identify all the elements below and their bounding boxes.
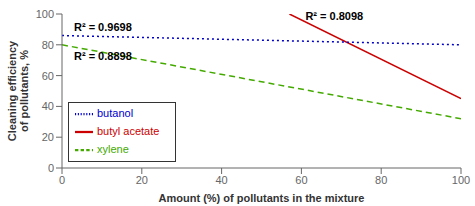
html-text:butanol: butanol xyxy=(97,106,134,119)
svg-text:Cleaning efficiencyof pollutan: Cleaning efficiencyof pollutants, % xyxy=(8,40,30,141)
svg-text:100: 100 xyxy=(36,8,54,20)
svg-text:100: 100 xyxy=(452,174,467,186)
html-text:xylene: xylene xyxy=(97,142,129,155)
svg-text:R² = 0.8898: R² = 0.8898 xyxy=(74,50,132,62)
svg-text:40: 40 xyxy=(215,174,227,186)
svg-text:0: 0 xyxy=(59,174,65,186)
svg-text:20: 20 xyxy=(136,174,148,186)
svg-text:20: 20 xyxy=(42,131,54,143)
svg-text:60: 60 xyxy=(42,70,54,82)
svg-text:0: 0 xyxy=(48,162,54,174)
svg-text:80: 80 xyxy=(42,39,54,51)
svg-text:60: 60 xyxy=(295,174,307,186)
html-text:butyl acetate: butyl acetate xyxy=(97,124,160,137)
svg-text:40: 40 xyxy=(42,100,54,112)
svg-text:R² = 0.9698: R² = 0.9698 xyxy=(74,21,132,33)
svg-text:80: 80 xyxy=(375,174,387,186)
svg-text:Amount (%) of pollutants in th: Amount (%) of pollutants in the mixture xyxy=(159,192,365,204)
svg-text:R² = 0.8098: R² = 0.8098 xyxy=(305,10,363,22)
